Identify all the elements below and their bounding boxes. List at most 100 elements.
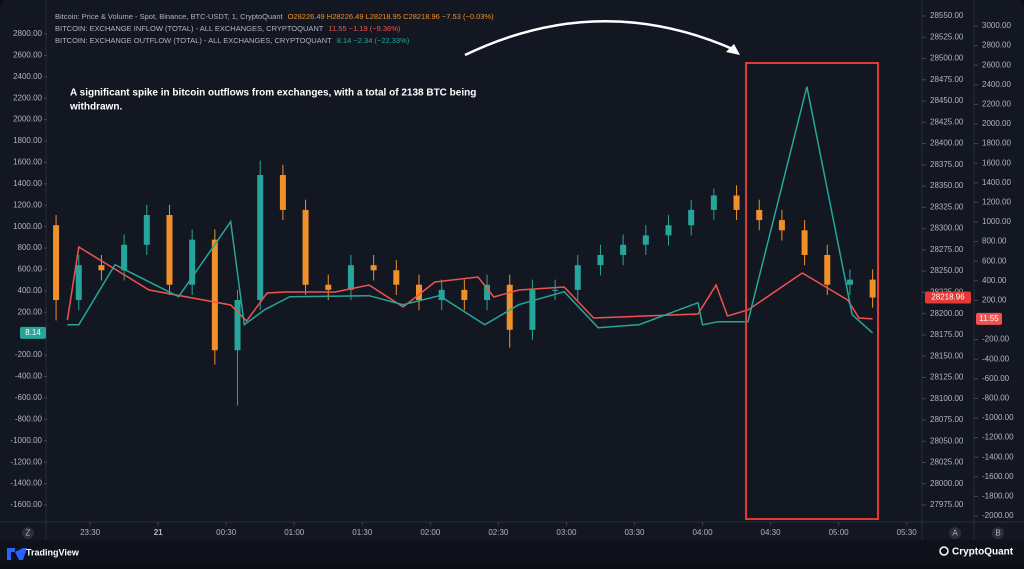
axis-button-label: A xyxy=(952,529,958,538)
y-tick-label: 28550.00 xyxy=(930,11,964,20)
candle-body xyxy=(234,300,241,351)
y-tick-label: 200.00 xyxy=(18,307,43,316)
tradingview-logo: TradingView xyxy=(7,547,80,560)
legend-values: 11.55 −1.19 (−9.36%) xyxy=(328,24,400,33)
footer-left: TradingView xyxy=(26,547,80,557)
y-tick-label: 28250.00 xyxy=(930,266,964,275)
footer-right: CryptoQuant xyxy=(952,547,1014,558)
axis-button xyxy=(22,527,34,539)
y-tick-label: 28425.00 xyxy=(930,117,964,126)
candle-body xyxy=(710,195,717,210)
y-tick-label: 1600.00 xyxy=(13,158,42,167)
candle-body xyxy=(529,289,536,330)
y-tick-label: -1800.00 xyxy=(982,492,1014,501)
y-tick-label: 28525.00 xyxy=(930,32,964,41)
candle-body xyxy=(484,284,491,301)
y-tick-label: -200.00 xyxy=(15,350,43,359)
y-tick-label: -1400.00 xyxy=(10,479,42,488)
x-tick-label: 00:30 xyxy=(216,528,237,537)
candle-body xyxy=(415,284,422,301)
x-tick-label: 04:30 xyxy=(761,528,782,537)
candle-body xyxy=(347,265,354,290)
y-tick-label: 800.00 xyxy=(982,237,1007,246)
y-tick-label: 2200.00 xyxy=(982,100,1011,109)
y-tick-label: -200.00 xyxy=(982,335,1010,344)
last-value-label: 8.14 xyxy=(25,328,41,337)
legend-entry: Bitcoin: Price & Volume - Spot, Binance,… xyxy=(55,12,494,21)
y-tick-label: 2000.00 xyxy=(13,115,42,124)
x-tick-label: 04:00 xyxy=(693,528,714,537)
x-tick-label: 03:30 xyxy=(624,528,645,537)
x-tick-label: 23:30 xyxy=(80,528,101,537)
candle-body xyxy=(166,215,173,285)
y-tick-label: -1600.00 xyxy=(982,472,1014,481)
candle-body xyxy=(279,175,286,210)
candle-body xyxy=(121,244,128,271)
cryptoquant-logo: CryptoQuant xyxy=(939,546,1014,558)
y-tick-label: -2000.00 xyxy=(982,511,1014,520)
y-tick-label: -1200.00 xyxy=(10,457,42,466)
candle-body xyxy=(869,279,876,298)
candle-body xyxy=(733,195,740,210)
y-tick-label: 1000.00 xyxy=(13,222,42,231)
candle-body xyxy=(98,265,105,271)
y-tick-label: 2400.00 xyxy=(13,72,42,81)
x-tick-label: 01:00 xyxy=(284,528,305,537)
axis-button-label: B xyxy=(995,529,1000,538)
footer-bar xyxy=(0,540,1024,564)
candle-body xyxy=(597,254,604,266)
legend-name: BITCOIN: EXCHANGE OUTFLOW (TOTAL) - ALL … xyxy=(55,36,332,45)
y-tick-label: 2800.00 xyxy=(13,29,42,38)
y-tick-label: -400.00 xyxy=(982,354,1010,363)
y-tick-label: 28100.00 xyxy=(930,394,964,403)
y-tick-label: 28350.00 xyxy=(930,181,964,190)
candle-body xyxy=(325,284,332,290)
last-value-label: 28218.96 xyxy=(931,293,965,302)
y-tick-label: 28025.00 xyxy=(930,458,964,467)
candle-body xyxy=(574,265,581,290)
y-tick-label: 600.00 xyxy=(982,256,1007,265)
y-tick-label: 2600.00 xyxy=(13,51,42,60)
candle-body xyxy=(393,270,400,285)
candle-body xyxy=(143,215,150,245)
y-tick-label: 28125.00 xyxy=(930,373,964,382)
y-tick-label: 2600.00 xyxy=(982,60,1011,69)
y-tick-label: 28275.00 xyxy=(930,245,964,254)
candle-body xyxy=(756,209,763,221)
x-tick-label: 05:00 xyxy=(829,528,850,537)
y-tick-label: 1800.00 xyxy=(13,136,42,145)
candle-body xyxy=(75,265,82,301)
y-tick-label: 400.00 xyxy=(18,286,43,295)
arrow-head xyxy=(726,44,740,55)
last-value-box xyxy=(976,312,1002,325)
y-tick-label: 2000.00 xyxy=(982,119,1011,128)
candle-body xyxy=(620,244,627,255)
y-tick-label: -1000.00 xyxy=(982,413,1014,422)
axis-button xyxy=(949,527,961,539)
logo-icon xyxy=(939,546,949,556)
logo-icon xyxy=(7,548,27,560)
y-tick-label: 28375.00 xyxy=(930,160,964,169)
y-tick-label: 28500.00 xyxy=(930,54,964,63)
y-tick-label: 28300.00 xyxy=(930,224,964,233)
candle-body xyxy=(801,230,808,255)
candle-body xyxy=(189,239,196,285)
candle-body xyxy=(438,289,445,301)
y-tick-label: 800.00 xyxy=(18,243,43,252)
candle-body xyxy=(302,209,309,285)
candle-body xyxy=(688,209,695,226)
axis-button-label: Z xyxy=(26,529,31,538)
y-tick-label: 2200.00 xyxy=(13,93,42,102)
y-tick-label: 3000.00 xyxy=(982,21,1011,30)
x-tick-label: 02:00 xyxy=(420,528,441,537)
y-tick-label: 400.00 xyxy=(982,276,1007,285)
y-tick-label: 27975.00 xyxy=(930,500,964,509)
candle-body xyxy=(461,289,468,301)
legend-values: 8.14 −2.34 (−22.33%) xyxy=(337,36,410,45)
legend-values: O28226.49 H28226.49 L28218.95 C28218.96 … xyxy=(288,12,495,21)
x-tick-label: 02:30 xyxy=(488,528,509,537)
candle-body xyxy=(552,289,559,291)
last-value-box xyxy=(925,291,971,304)
y-tick-label: 1400.00 xyxy=(13,179,42,188)
annotation: A significant spike in bitcoin outflows … xyxy=(70,88,476,99)
